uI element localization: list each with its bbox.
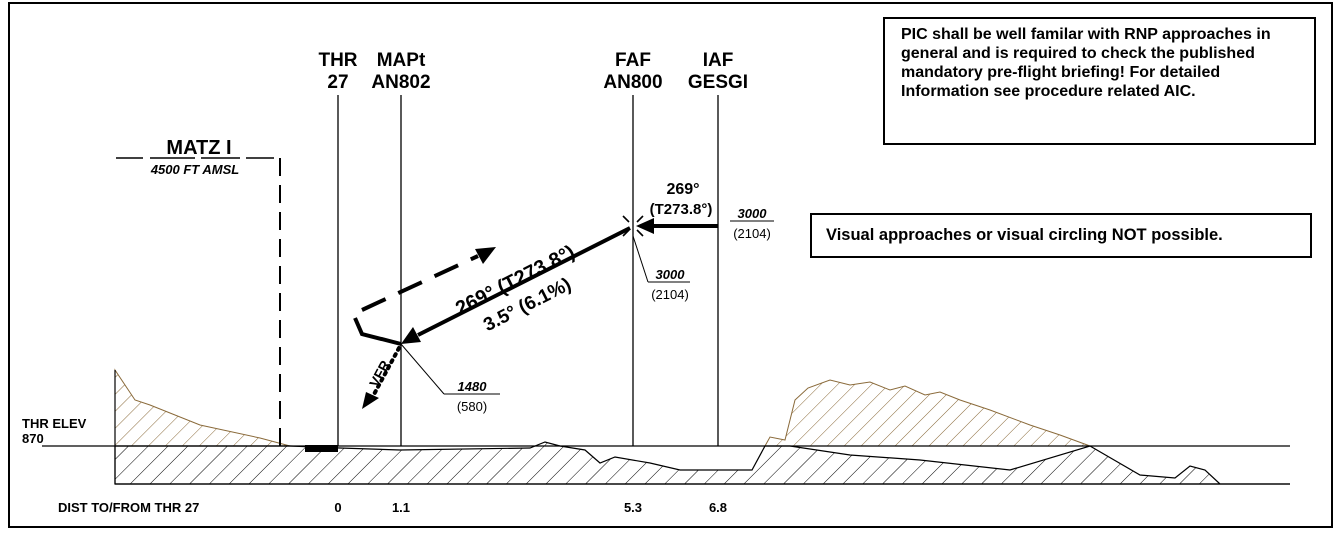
thr-elev-label: THR ELEV: [22, 416, 87, 431]
mapt-label-line2: AN802: [371, 72, 430, 93]
faf-height: (2104): [651, 287, 689, 302]
missed-approach-climb: [361, 254, 479, 312]
mapt-alt-leader: [400, 343, 445, 395]
faf-fix-symbol: [622, 215, 644, 237]
iaf-altitude: 3000: [738, 206, 768, 221]
missed-approach-arrowhead: [475, 247, 496, 264]
iaf-height: (2104): [733, 226, 771, 241]
vfr-dotted-path: [370, 346, 401, 400]
chart-frame: [8, 2, 1333, 528]
terrain-profile: [114, 441, 1290, 485]
distance-axis-label: DIST TO/FROM THR 27: [58, 500, 199, 515]
distance-tick-faf: 5.3: [624, 500, 642, 515]
matz-label: MATZ I: [166, 137, 231, 159]
faf-label-line2: AN800: [603, 72, 662, 93]
thr-elev-value: 870: [22, 431, 44, 446]
final-segment-arrow: [417, 226, 631, 337]
vfr-label: VFR: [366, 358, 393, 390]
matz-altitude: 4500 FT AMSL: [150, 162, 239, 177]
vfr-arrowhead: [362, 392, 379, 409]
initial-track: 269°: [666, 181, 699, 198]
iaf-label-line1: IAF: [703, 50, 734, 71]
thr-label-line2: 27: [327, 72, 348, 93]
rnp-briefing-note: PIC shall be well familar with RNP appro…: [883, 17, 1316, 145]
faf-altitude: 3000: [656, 267, 686, 282]
missed-approach-turn: [353, 317, 402, 346]
initial-true-track: (T273.8°): [650, 201, 713, 218]
visual-approach-note: Visual approaches or visual circling NOT…: [810, 213, 1312, 258]
obstacle-area-west: [114, 368, 291, 447]
faf-alt-leader: [632, 235, 649, 283]
runway-bar: [305, 445, 338, 452]
distance-tick-thr: 0: [334, 500, 341, 515]
iaf-label-line2: GESGI: [688, 72, 748, 93]
faf-label-line1: FAF: [615, 50, 651, 71]
mapt-label-line1: MAPt: [377, 50, 426, 71]
mapt-height: (580): [457, 399, 487, 414]
distance-tick-mapt: 1.1: [392, 500, 410, 515]
initial-arrowhead: [636, 218, 654, 234]
distance-tick-iaf: 6.8: [709, 500, 727, 515]
mapt-altitude: 1480: [458, 379, 488, 394]
obstacle-area-east: [764, 379, 1091, 447]
thr-label-line1: THR: [318, 50, 357, 71]
final-arrowhead: [401, 327, 421, 344]
